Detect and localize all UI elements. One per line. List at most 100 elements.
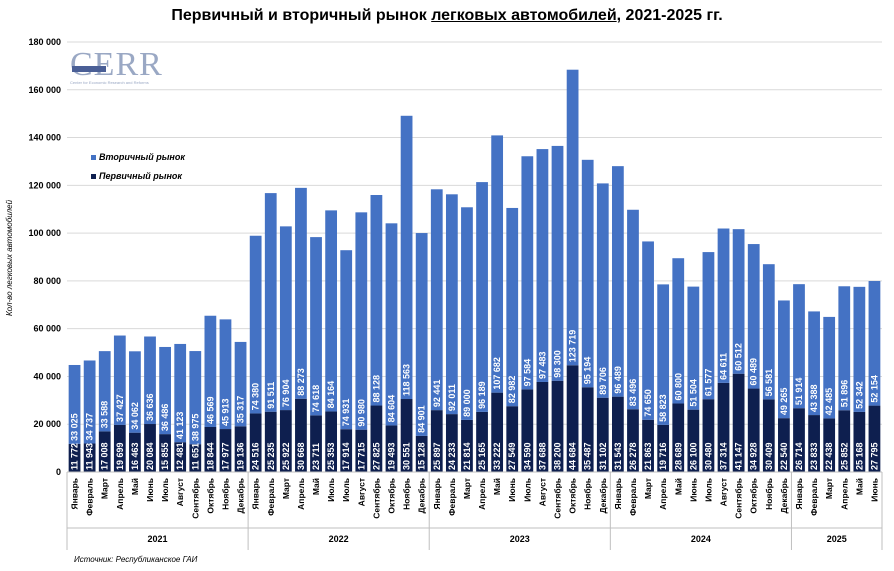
bar-secondary <box>521 156 534 390</box>
label-primary: 12 481 <box>175 442 185 470</box>
label-primary: 37 314 <box>719 442 729 470</box>
bar-primary <box>838 410 851 472</box>
x-tick-label: Апрель <box>658 478 668 510</box>
x-tick-label: Декабрь <box>779 478 789 514</box>
bar-secondary <box>581 159 594 388</box>
label-primary: 19 493 <box>386 442 396 470</box>
bar-primary <box>551 380 564 472</box>
bar-primary <box>702 399 715 472</box>
label-secondary: 88 273 <box>296 368 306 396</box>
bar-primary <box>747 388 760 472</box>
bar-primary <box>536 381 549 472</box>
bar-primary <box>279 410 292 472</box>
label-primary: 25 852 <box>839 442 849 470</box>
label-primary: 28 689 <box>673 442 683 470</box>
bar-secondary <box>355 212 368 430</box>
bar-primary <box>415 435 428 472</box>
bar-primary <box>672 403 685 472</box>
y-grid <box>67 41 882 473</box>
x-tick-label: Сентябрь <box>734 478 744 519</box>
logo-subtitle: Center for Economic Research and Reforms <box>70 80 149 85</box>
x-tick-label: Февраль <box>809 478 819 516</box>
x-tick-label: Ноябрь <box>220 478 230 510</box>
chart-title-underlined: легковых автомобилей <box>431 7 617 24</box>
label-primary: 15 128 <box>417 442 427 470</box>
label-primary: 24 233 <box>447 442 457 470</box>
label-secondary: 34 737 <box>85 413 95 441</box>
x-tick-label: Ноябрь <box>764 478 774 510</box>
label-secondary: 74 618 <box>311 385 321 413</box>
bar-secondary <box>98 351 111 432</box>
label-primary: 26 278 <box>628 442 638 470</box>
label-secondary: 36 636 <box>145 393 155 421</box>
label-secondary: 88 128 <box>371 375 381 403</box>
label-secondary: 91 511 <box>266 382 276 409</box>
bar-primary <box>506 406 519 472</box>
bar-primary <box>159 434 171 472</box>
bar-secondary <box>506 207 519 407</box>
bar-secondary <box>732 229 745 374</box>
x-tick-label: Август <box>719 478 729 506</box>
x-tick-label: Апрель <box>477 478 487 510</box>
label-primary: 21 863 <box>643 442 653 470</box>
label-secondary: 74 650 <box>643 389 653 417</box>
bar-secondary <box>702 252 715 400</box>
x-tick-label: Июль <box>522 478 532 502</box>
bar-secondary <box>611 166 624 397</box>
bar-secondary <box>234 341 247 427</box>
label-primary: 19 716 <box>658 442 668 470</box>
bar-primary <box>430 410 443 472</box>
label-secondary: 96 489 <box>613 366 623 394</box>
label-primary: 22 438 <box>824 442 834 470</box>
label-primary: 30 480 <box>703 442 713 470</box>
label-primary: 31 543 <box>613 442 623 470</box>
bar-primary <box>340 429 353 472</box>
label-secondary: 64 611 <box>719 353 729 380</box>
label-secondary: 51 896 <box>839 380 849 408</box>
bar-primary <box>808 415 820 472</box>
label-secondary: 107 682 <box>492 357 502 390</box>
bar-secondary <box>159 346 171 435</box>
bar-secondary <box>219 319 232 430</box>
year-label: 2023 <box>510 534 530 544</box>
label-primary: 17 977 <box>220 442 230 470</box>
label-primary: 34 928 <box>749 442 759 470</box>
label-primary: 20 084 <box>145 442 155 470</box>
bar-primary <box>581 387 594 472</box>
label-secondary: 33 025 <box>70 413 80 441</box>
label-primary: 31 102 <box>598 442 608 470</box>
label-secondary: 46 569 <box>205 396 215 424</box>
bar-primary <box>234 426 247 472</box>
label-secondary: 83 496 <box>628 379 638 407</box>
label-secondary: 36 486 <box>160 404 170 432</box>
label-secondary: 90 980 <box>356 399 366 427</box>
y-tick-label: 180 000 <box>28 37 61 47</box>
label-primary: 18 844 <box>205 442 215 470</box>
bar-secondary <box>400 115 413 400</box>
label-secondary: 84 901 <box>417 405 427 433</box>
bar-secondary <box>174 343 187 443</box>
y-tick-label: 60 000 <box>33 324 61 334</box>
label-secondary: 43 388 <box>809 385 819 413</box>
legend: Вторичный рынок Первичный рынок <box>91 152 185 181</box>
label-secondary: 92 441 <box>432 380 442 408</box>
label-secondary: 123 719 <box>568 330 578 363</box>
x-tick-label: Май <box>492 478 502 495</box>
label-secondary: 58 823 <box>658 394 668 422</box>
label-secondary: 41 123 <box>175 412 185 440</box>
label-primary: 33 222 <box>492 442 502 470</box>
label-secondary: 98 300 <box>553 350 563 378</box>
x-tick-label: Март <box>643 478 653 499</box>
x-tick-label: Декабрь <box>236 478 246 514</box>
label-primary: 25 353 <box>326 442 336 470</box>
bar-secondary <box>129 351 141 433</box>
label-secondary: 97 483 <box>537 351 547 379</box>
bar-secondary <box>430 189 443 411</box>
bar-secondary <box>823 316 836 419</box>
label-primary: 23 833 <box>809 442 819 470</box>
x-tick-label: Декабрь <box>598 478 608 514</box>
x-tick-label: Июнь <box>869 478 879 502</box>
label-secondary: 34 062 <box>130 402 140 430</box>
bar-secondary <box>295 187 307 399</box>
label-secondary: 56 581 <box>764 369 774 397</box>
